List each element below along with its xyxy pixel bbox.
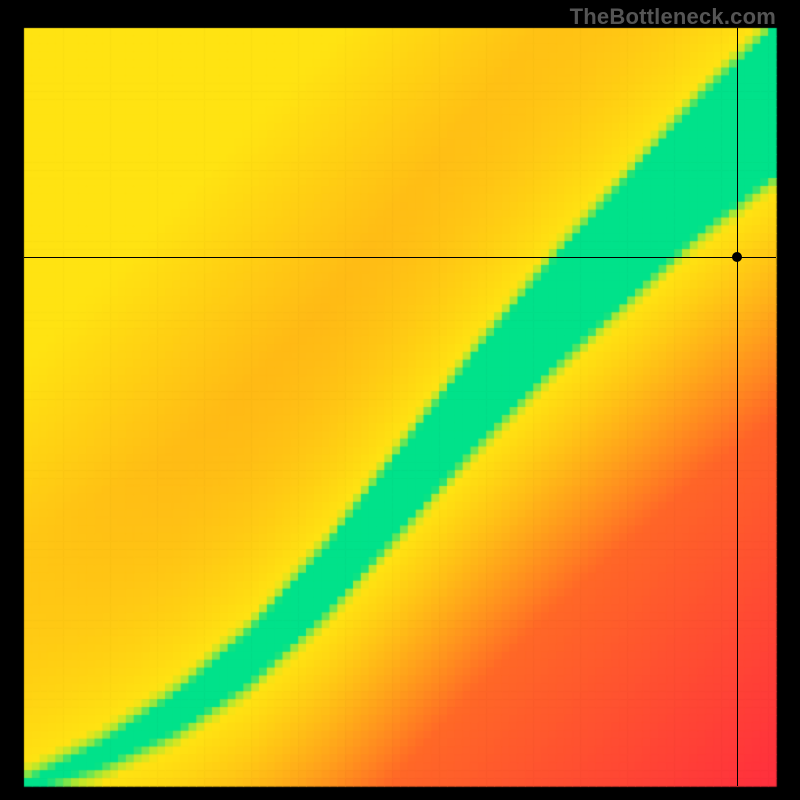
crosshair-vertical [737,28,738,786]
crosshair-dot [732,252,742,262]
stage: TheBottleneck.com [0,0,800,800]
watermark-label: TheBottleneck.com [570,4,776,30]
crosshair-horizontal [24,257,776,258]
heatmap-canvas [0,0,800,800]
